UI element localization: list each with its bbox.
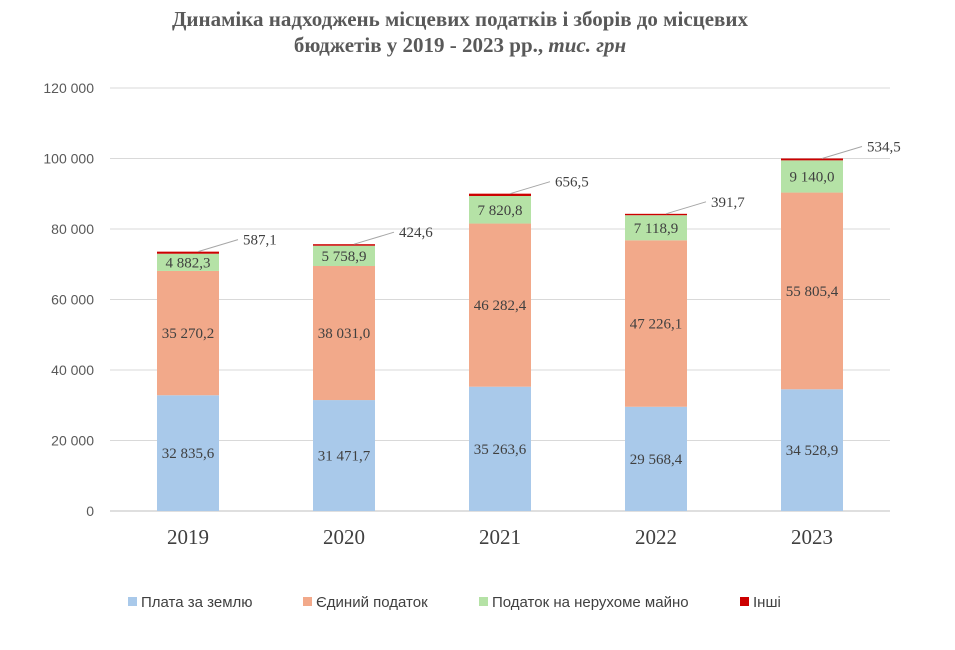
data-labels: 32 835,6 35 270,2 4 882,3 587,1 31 471,7 38 0… bbox=[162, 139, 901, 467]
y-axis-ticks: 0 20 000 40 000 60 000 80 000 100 000 120 000 bbox=[43, 80, 94, 519]
leader-line-2023 bbox=[821, 145, 863, 159]
bar-land-fee-2023 bbox=[781, 389, 843, 511]
bar-property-tax-2023 bbox=[781, 160, 843, 193]
x-tick-label: 2021 bbox=[479, 525, 521, 549]
legend-swatch-property-tax bbox=[479, 597, 488, 606]
chart-title-line2: бюджетів у 2019 - 2023 рр., тис. грн bbox=[0, 32, 920, 58]
x-axis-ticks: 2019 2020 2021 2022 2023 bbox=[167, 525, 833, 549]
data-label-other-2023: 534,5 bbox=[867, 139, 901, 155]
data-label-single-tax-2021: 46 282,4 bbox=[474, 298, 527, 314]
x-tick-label: 2020 bbox=[323, 525, 365, 549]
leader-line-2020 bbox=[353, 231, 395, 245]
chart-title-unit: тис. грн bbox=[548, 33, 627, 57]
data-label-other-2022: 391,7 bbox=[711, 195, 745, 211]
data-label-property-tax-2020: 5 758,9 bbox=[322, 249, 367, 265]
data-label-other-2020: 424,6 bbox=[399, 225, 433, 241]
data-label-single-tax-2020: 38 031,0 bbox=[318, 326, 371, 342]
legend-swatch-other bbox=[740, 597, 749, 606]
legend-label-other: Інші bbox=[753, 594, 781, 611]
y-tick-label: 0 bbox=[86, 503, 94, 519]
bar-other-2021 bbox=[469, 193, 531, 196]
bar-single-tax-2019 bbox=[157, 270, 219, 396]
bar-property-tax-2020 bbox=[313, 245, 375, 267]
bar-single-tax-2021 bbox=[469, 223, 531, 387]
legend-swatch-single-tax bbox=[303, 597, 312, 606]
chart-title: Динаміка надходжень місцевих податків і … bbox=[0, 6, 920, 58]
bar-single-tax-2023 bbox=[781, 192, 843, 390]
data-label-land-fee-2021: 35 263,6 bbox=[474, 442, 527, 458]
data-label-single-tax-2022: 47 226,1 bbox=[630, 317, 683, 333]
data-label-other-2019: 587,1 bbox=[243, 233, 277, 249]
bar-property-tax-2021 bbox=[469, 195, 531, 224]
legend-label-land-fee: Плата за землю bbox=[141, 594, 253, 611]
data-label-property-tax-2022: 7 118,9 bbox=[634, 221, 678, 237]
x-tick-label: 2019 bbox=[167, 525, 209, 549]
bar-other-2019 bbox=[157, 251, 219, 254]
bar-land-fee-2022 bbox=[625, 406, 687, 511]
y-tick-label: 20 000 bbox=[51, 433, 94, 449]
data-label-single-tax-2023: 55 805,4 bbox=[786, 284, 839, 300]
bar-single-tax-2022 bbox=[625, 240, 687, 407]
y-tick-label: 80 000 bbox=[51, 221, 94, 237]
data-label-property-tax-2021: 7 820,8 bbox=[478, 203, 523, 219]
legend-label-single-tax: Єдиний податок bbox=[316, 594, 428, 611]
y-tick-label: 120 000 bbox=[43, 80, 94, 96]
y-tick-label: 100 000 bbox=[43, 151, 94, 167]
data-label-other-2021: 656,5 bbox=[555, 175, 589, 191]
bar-other-2023 bbox=[781, 158, 843, 161]
data-label-property-tax-2023: 9 140,0 bbox=[790, 169, 835, 185]
chart-title-line2-text: бюджетів у 2019 - 2023 рр., bbox=[293, 33, 544, 57]
legend-swatch-land-fee bbox=[128, 597, 137, 606]
bar-single-tax-2020 bbox=[313, 266, 375, 401]
data-label-single-tax-2019: 35 270,2 bbox=[162, 326, 215, 342]
leader-line-2021 bbox=[509, 181, 551, 195]
leader-line-2019 bbox=[197, 239, 239, 253]
x-tick-label: 2022 bbox=[635, 525, 677, 549]
bar-land-fee-2019 bbox=[157, 395, 219, 511]
bar-other-2020 bbox=[313, 244, 375, 246]
bars bbox=[157, 158, 843, 511]
bar-property-tax-2022 bbox=[625, 215, 687, 241]
bar-land-fee-2021 bbox=[469, 386, 531, 511]
data-label-land-fee-2023: 34 528,9 bbox=[786, 443, 839, 459]
leader-line-2022 bbox=[665, 201, 707, 215]
data-label-land-fee-2019: 32 835,6 bbox=[162, 446, 215, 462]
bar-other-2022 bbox=[625, 213, 687, 216]
legend-label-property-tax: Податок на нерухоме майно bbox=[492, 594, 689, 611]
data-label-land-fee-2022: 29 568,4 bbox=[630, 452, 683, 468]
bar-property-tax-2019 bbox=[157, 253, 219, 271]
y-tick-label: 60 000 bbox=[51, 292, 94, 308]
x-tick-label: 2023 bbox=[791, 525, 833, 549]
y-tick-label: 40 000 bbox=[51, 362, 94, 378]
legend: Плата за землю Єдиний податок Податок на н… bbox=[128, 594, 781, 611]
data-label-land-fee-2020: 31 471,7 bbox=[318, 449, 371, 465]
data-label-property-tax-2019: 4 882,3 bbox=[166, 255, 211, 271]
chart-title-line1: Динаміка надходжень місцевих податків і … bbox=[171, 7, 748, 31]
bar-land-fee-2020 bbox=[313, 400, 375, 511]
